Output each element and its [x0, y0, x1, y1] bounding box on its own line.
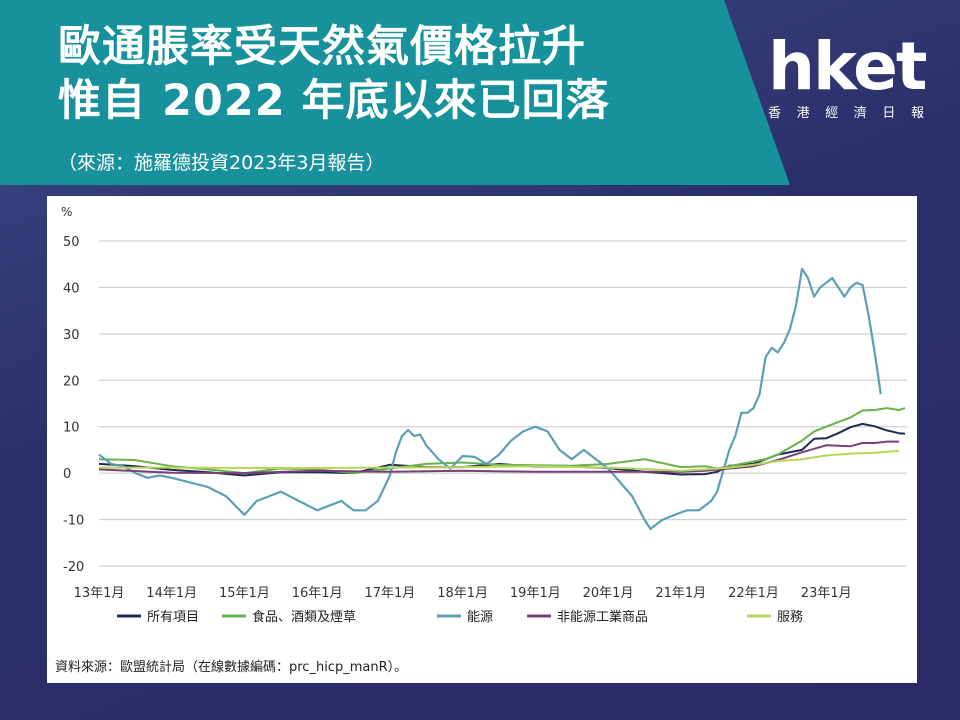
x-tick-label: 17年1月: [364, 586, 415, 601]
chart-source: 資料來源：歐盟統計局（在線數據編碼：prc_hicp_manR）。: [55, 660, 408, 675]
legend-label: 服務: [777, 610, 803, 625]
header-band-shape: [0, 0, 790, 185]
x-tick-label: 15年1月: [219, 586, 270, 601]
y-tick-label: -20: [63, 560, 84, 575]
header-banner: 歐通脹率受天然氣價格拉升 惟自 2022 年底以來已回落 （來源：施羅德投資20…: [0, 0, 960, 185]
y-tick-label: 40: [63, 281, 80, 296]
series-line: [98, 267, 882, 530]
source-note: （來源：施羅德投資2023年3月報告）: [58, 152, 385, 174]
legend-label: 非能源工業商品: [557, 609, 648, 625]
series-line: [99, 449, 899, 472]
chart-panel: % 50 40 30 20 10 0 -10 -20 13年1月 14年1月 15年1月 16年1月 17…: [47, 196, 917, 683]
logo-subtitle: 香港經濟日報: [768, 102, 924, 121]
series-line: [98, 440, 899, 475]
x-tick-label: 16年1月: [292, 586, 343, 601]
page-title-line2: 惟自 2022 年底以來已回落: [58, 76, 610, 126]
logo-subtitle-char: 濟: [853, 106, 867, 121]
x-tick-label: 19年1月: [510, 586, 561, 601]
logo-subtitle-char: 經: [825, 106, 839, 121]
y-tick-label: 50: [63, 235, 80, 250]
x-tick-label: 14年1月: [146, 586, 197, 601]
logo-subtitle-char: 香: [768, 106, 782, 121]
x-tick-label: 20年1月: [583, 586, 634, 601]
y-tick-label: 30: [63, 328, 80, 343]
legend-label: 能源: [467, 610, 493, 625]
legend-label: 所有項目: [147, 610, 199, 625]
y-tick-label: -10: [63, 514, 84, 529]
logo-wordmark: hket: [768, 28, 927, 105]
y-tick-label: 10: [63, 421, 80, 436]
y-axis-unit: %: [61, 205, 72, 219]
logo-subtitle-char: 日: [882, 106, 896, 121]
header-band: [0, 0, 790, 185]
x-tick-label: 21年1月: [655, 586, 706, 601]
logo-subtitle-char: 報: [910, 106, 924, 121]
y-tick-label: 20: [63, 374, 80, 389]
x-tick-label: 23年1月: [801, 586, 852, 601]
x-tick-label: 18年1月: [437, 586, 488, 601]
line-chart: % 50 40 30 20 10 0 -10 -20 13年1月 14年1月 15年1月 16年1月 17…: [61, 205, 907, 625]
page-title-line1: 歐通脹率受天然氣價格拉升: [58, 22, 586, 72]
y-tick-label: 0: [63, 467, 71, 482]
legend-label: 食品、酒類及煙草: [252, 609, 356, 625]
x-tick-label: 22年1月: [728, 586, 779, 601]
logo-subtitle-char: 港: [796, 106, 810, 121]
x-tick-label: 13年1月: [74, 586, 125, 601]
hket-logo: hket 香港經濟日報: [768, 32, 928, 132]
